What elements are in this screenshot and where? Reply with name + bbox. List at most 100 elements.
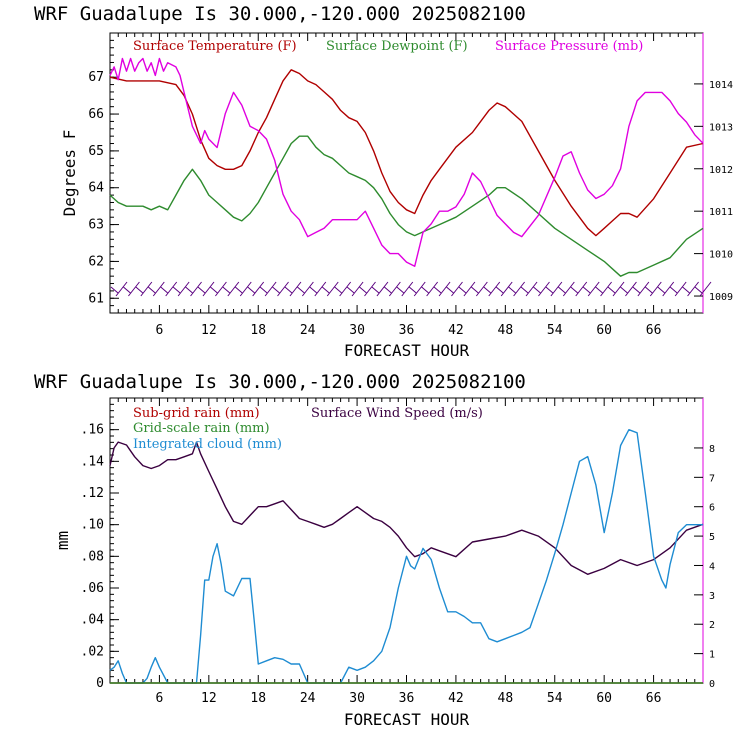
wind-barb-staff [699,281,712,297]
x-tick-label: 60 [596,691,612,706]
wind-barb [309,281,327,297]
wind-barb [272,281,289,297]
wind-barb-flag [185,286,193,294]
wind-barb-flag [384,286,392,294]
wind-barb-flag [309,286,318,294]
wind-barb-flag [495,286,504,294]
wind-barb-staff [128,281,140,297]
wind-barb-flag [123,286,131,294]
wind-barb [185,281,202,297]
y-tick-label: 0 [96,676,104,691]
wind-barb [508,281,526,297]
wind-barb [657,281,675,297]
y2-tick-label: 1012 [709,165,733,176]
wind-barb-staff [538,281,550,297]
wind-barb [582,281,600,297]
wind-barb-flag [557,286,566,294]
wind-barb-flag [272,286,280,294]
y-tick-label: .06 [81,581,104,596]
y-tick-label: .12 [81,486,104,501]
wind-barb-staff [674,281,687,297]
series-line-surface-pressure-mb [109,57,704,267]
wind-barb [446,281,463,297]
wind-barb [359,281,376,297]
wind-barb [520,281,538,297]
wind-barb-staff [152,281,165,297]
x-tick-label: 48 [498,323,514,338]
wind-barb [147,281,165,297]
legend-item: Surface Temperature (F) [133,39,297,54]
wind-barb-flag [334,286,342,294]
x-tick-label: 66 [646,691,662,706]
y-axis-label: Degrees F [60,130,79,217]
y2-tick-label: 1 [709,650,715,661]
y-tick-label: .14 [81,454,105,469]
wind-barb-staff [277,281,289,297]
wind-barb [135,281,153,297]
wind-barb [222,281,240,297]
y-tick-label: 64 [88,181,104,196]
wind-barb-staff [625,281,637,297]
y2-tick-label: 1009 [709,292,733,303]
wind-barb [458,281,476,297]
wind-barb-flag [284,286,293,294]
y-tick-label: 67 [88,70,104,85]
wind-barb-flag [210,286,218,294]
y-tick-label: .08 [81,549,104,564]
x-tick-label: 12 [201,691,217,706]
wind-barb [570,281,588,297]
wind-barb-flag [433,286,442,294]
wind-barb-staff [339,281,352,297]
wind-barb-staff [364,281,376,297]
wind-barb-flag [694,286,703,294]
wind-barb-staff [301,281,314,297]
wind-barb [644,281,662,297]
wind-barb-staff [202,281,215,297]
y-tick-label: 66 [88,107,104,122]
chart-title-1: WRF Guadalupe Is 30.000,-120.000 2025082… [34,3,526,25]
wind-barb [669,281,687,297]
wind-barb-staff [662,281,675,297]
wind-barb [408,281,426,297]
x-tick-label: 30 [349,691,365,706]
wind-barb-staff [451,281,463,297]
wind-barb-staff [438,281,451,297]
wind-barb-staff [562,281,575,297]
x-tick-label: 36 [399,691,415,706]
wind-barb-flag [160,286,169,294]
wind-barb [384,281,401,297]
wind-barb-flag [135,286,144,294]
x-tick-label: 24 [300,323,316,338]
wind-barb [284,281,302,297]
wind-barb-flag [247,286,256,294]
wind-barb-staff [513,281,526,297]
wind-barb-staff [401,281,414,297]
wind-barb [545,281,563,297]
wind-barb [197,281,215,297]
wind-barb-flag [483,286,492,294]
wind-barb-staff [525,281,538,297]
wind-barb [346,281,364,297]
x-tick-label: 36 [399,323,415,338]
wind-barb [620,281,637,297]
wind-barb-flag [321,286,330,294]
wind-barb [632,281,650,297]
wind-barb [694,281,712,297]
x-tick-label: 54 [547,323,563,338]
x-tick-label: 48 [498,691,514,706]
wind-barb-flag [644,286,653,294]
x-tick-label: 6 [156,691,164,706]
wind-barb-staff [600,281,612,297]
x-tick-label: 42 [448,323,464,338]
y2-tick-label: 1013 [709,122,733,133]
y-tick-label: 65 [88,144,104,159]
wind-barb-staff [637,281,650,297]
wind-barb-staff [649,281,662,297]
x-tick-label: 66 [646,323,662,338]
x-tick-label: 18 [250,691,266,706]
wind-barb-flag [359,286,367,294]
x-tick-label: 24 [300,691,316,706]
wind-barb-flag [570,286,579,294]
wind-barb-flag [234,286,243,294]
